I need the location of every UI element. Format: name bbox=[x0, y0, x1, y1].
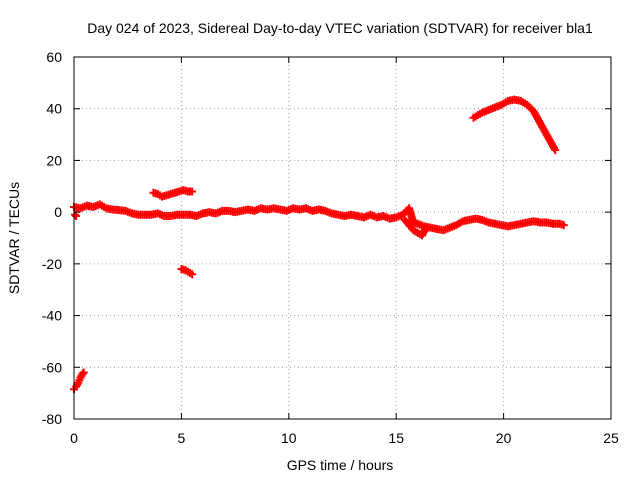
y-tick-label: -80 bbox=[42, 411, 62, 427]
series-main-track bbox=[70, 200, 568, 235]
x-tick-label: 15 bbox=[388, 430, 404, 446]
x-tick-label: 10 bbox=[281, 430, 297, 446]
y-tick-label: -40 bbox=[42, 308, 62, 324]
data-markers bbox=[70, 95, 568, 394]
data-point bbox=[79, 368, 88, 377]
data-point bbox=[559, 221, 568, 230]
data-point bbox=[188, 270, 197, 279]
data-point bbox=[422, 223, 431, 232]
axis-ticks: 0 5 10 15 20 25 -80 -60 -40 -20 0 20 40 60 bbox=[42, 49, 619, 446]
data-point bbox=[188, 187, 197, 196]
series-start-negative bbox=[70, 368, 88, 394]
x-tick-label: 0 bbox=[70, 430, 78, 446]
series-dip-after-15h bbox=[400, 215, 431, 240]
data-point bbox=[551, 146, 560, 155]
series-late-arc bbox=[469, 95, 560, 155]
plot-frame bbox=[73, 56, 612, 420]
series-drop-near-5h bbox=[177, 265, 197, 279]
y-tick-label: -20 bbox=[42, 256, 62, 272]
y-tick-label: 40 bbox=[46, 101, 62, 117]
data-point bbox=[72, 212, 81, 221]
y-tick-label: -60 bbox=[42, 359, 62, 375]
y-tick-label: 60 bbox=[46, 49, 62, 65]
y-axis-title: SDTVAR / TECUs bbox=[6, 182, 22, 294]
x-tick-label: 25 bbox=[603, 430, 619, 446]
x-tick-label: 20 bbox=[496, 430, 512, 446]
x-axis-title: GPS time / hours bbox=[287, 457, 394, 473]
y-tick-label: 20 bbox=[46, 152, 62, 168]
data-point bbox=[78, 369, 87, 378]
x-tick-label: 5 bbox=[178, 430, 186, 446]
series-hump-near-4h bbox=[149, 186, 197, 201]
chart-title: Day 024 of 2023, Sidereal Day-to-day VTE… bbox=[87, 20, 593, 36]
y-tick-label: 0 bbox=[54, 204, 62, 220]
